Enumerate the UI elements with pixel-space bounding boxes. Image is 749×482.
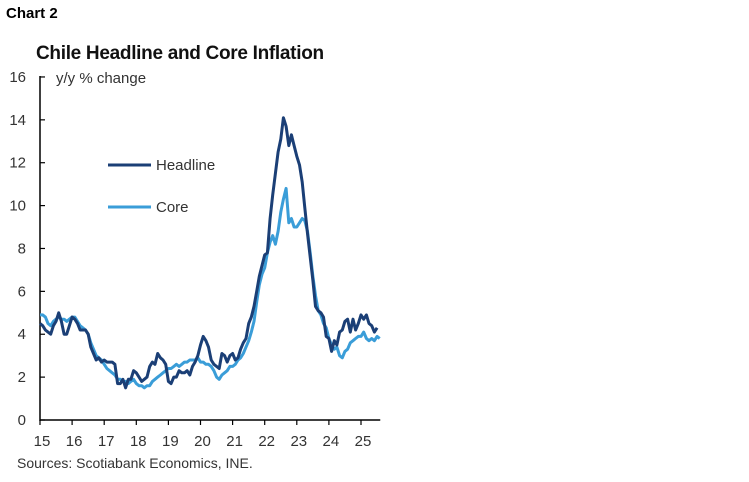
x-tick-label: 20 [194,433,211,450]
x-tick-label: 15 [34,433,51,450]
series-line-headline [39,116,379,390]
legend-label-headline: Headline [156,157,215,174]
y-tick-label: 8 [18,240,26,257]
y-tick-label: 10 [9,198,26,215]
x-tick-label: 18 [130,433,147,450]
y-tick-label: 4 [18,326,26,343]
x-tick-label: 22 [258,433,275,450]
x-tick-label: 17 [98,433,115,450]
y-axis-label: y/y % change [56,70,146,87]
y-tick-label: 2 [18,369,26,386]
x-tick-label: 21 [226,433,243,450]
x-tick-label: 24 [323,433,340,450]
chart-title: Chile Headline and Core Inflation [36,43,324,64]
x-tick-label: 16 [66,433,83,450]
y-tick-label: 0 [18,412,26,429]
chart-label: Chart 2 [6,5,58,22]
legend-label-core: Core [156,199,189,216]
y-tick-label: 12 [9,155,26,172]
y-tick-label: 6 [18,283,26,300]
x-tick-label: 25 [355,433,372,450]
x-tick-label: 19 [162,433,179,450]
source-note: Sources: Scotiabank Economics, INE. [17,455,253,471]
y-tick-label: 14 [9,112,26,129]
x-tick-label: 23 [290,433,307,450]
y-tick-label: 16 [9,69,26,86]
